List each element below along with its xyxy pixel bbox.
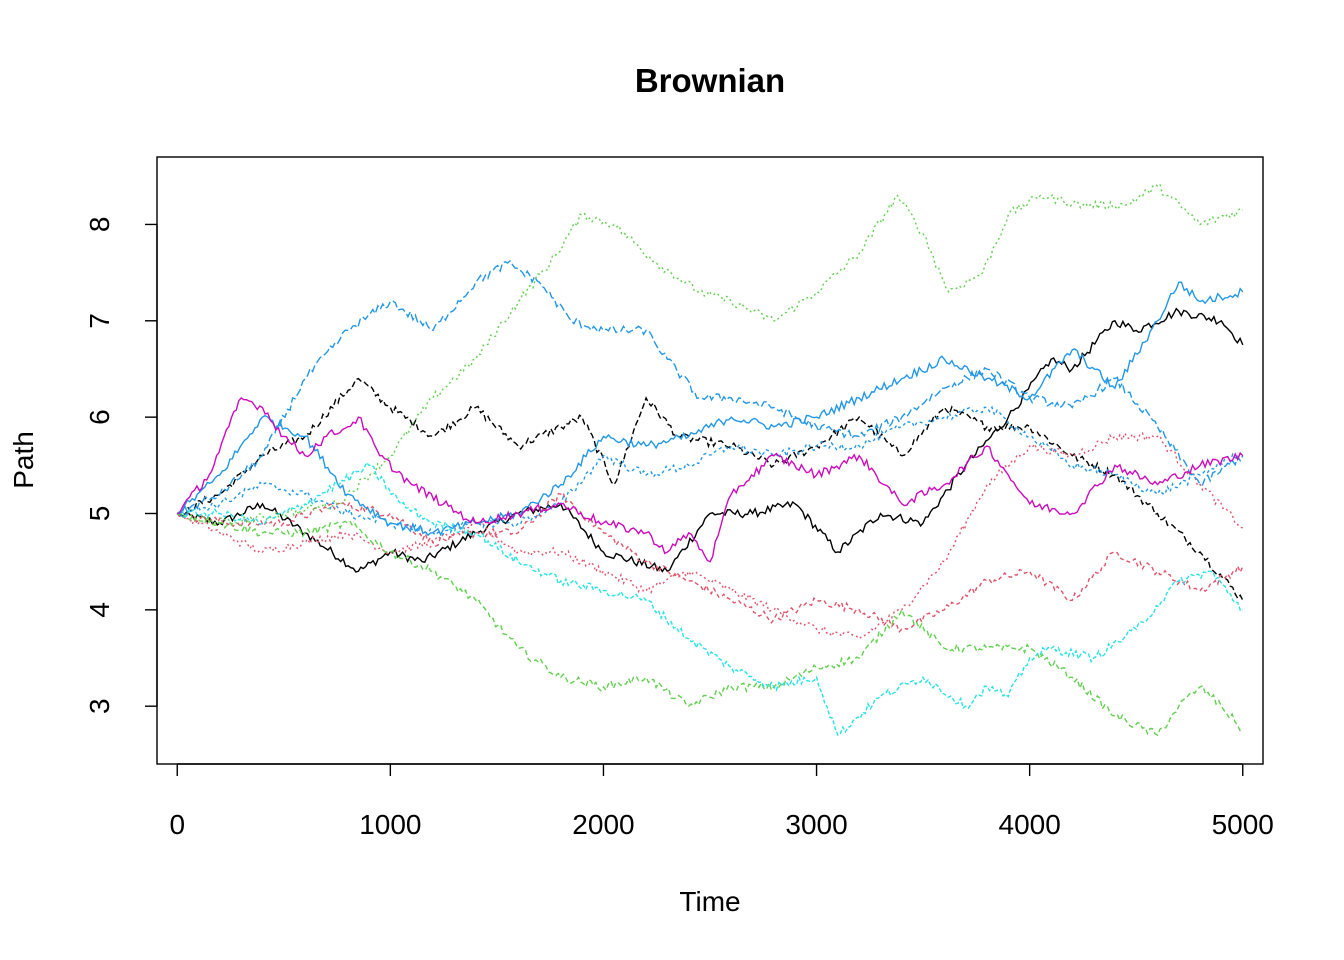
y-tick-label: 6: [84, 409, 115, 425]
x-tick-label: 4000: [999, 809, 1061, 840]
y-tick-label: 4: [84, 602, 115, 618]
y-tick-label: 3: [84, 698, 115, 714]
x-axis-label: Time: [679, 886, 740, 917]
x-tick-label: 0: [169, 809, 185, 840]
y-axis-label: Path: [8, 431, 39, 489]
series-line-7: [177, 259, 1244, 515]
series-line-9: [176, 405, 1244, 536]
x-tick-label: 5000: [1212, 809, 1274, 840]
series-line-8: [176, 281, 1244, 537]
y-tick-label: 5: [84, 506, 115, 522]
x-tick-label: 3000: [785, 809, 847, 840]
chart-title: Brownian: [635, 62, 785, 99]
series-line-11: [177, 396, 1244, 563]
series-line-10: [176, 461, 1243, 737]
x-axis: 0 1000 2000 3000 4000 5000: [169, 763, 1274, 840]
series-layer: [176, 183, 1244, 737]
series-line-6: [176, 511, 1243, 737]
x-tick-label: 2000: [572, 809, 634, 840]
y-tick-label: 8: [84, 217, 115, 233]
series-line-5: [176, 183, 1244, 527]
x-tick-label: 1000: [359, 809, 421, 840]
series-line-4: [177, 431, 1243, 640]
series-line-2: [176, 377, 1244, 601]
y-tick-label: 7: [84, 313, 115, 329]
series-line-3: [176, 491, 1244, 633]
y-axis: 3 4 5 6 7 8: [84, 217, 158, 714]
